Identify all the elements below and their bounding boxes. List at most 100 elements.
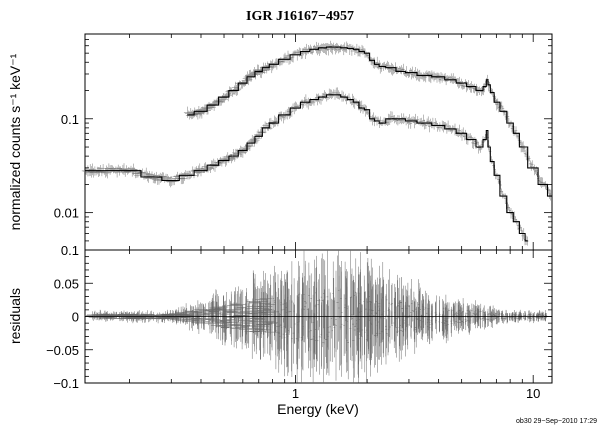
residual-point <box>257 286 271 335</box>
spectrum-data-point <box>407 116 410 129</box>
residual-point <box>373 284 375 347</box>
residual-point <box>367 258 369 347</box>
residual-y-tick-label: −0.1 <box>53 376 79 391</box>
spectrum-data-point <box>426 116 430 127</box>
residual-point <box>459 303 462 321</box>
spectrum-data-point <box>520 227 523 234</box>
footer-timestamp: ob30 29−Sep−2010 17:29 <box>516 418 597 425</box>
residual-point <box>468 309 470 333</box>
residual-point <box>495 313 497 325</box>
spectrum-data-point <box>264 61 272 71</box>
residual-point <box>510 313 513 319</box>
chart-title: IGR J16167−4957 <box>246 9 354 24</box>
residual-point <box>502 314 505 324</box>
residual-point <box>371 286 373 335</box>
residual-point <box>410 288 412 337</box>
residual-point <box>387 279 390 342</box>
spectrum-data-point <box>208 105 216 110</box>
residual-point <box>325 315 328 364</box>
residual-point <box>411 300 414 322</box>
spectrum-data-point <box>170 178 178 186</box>
residual-point <box>376 309 378 357</box>
spectrum-data-point <box>224 90 232 102</box>
residual-point <box>456 303 458 329</box>
residual-point <box>333 300 336 349</box>
residual-point <box>352 290 355 383</box>
residual-point <box>316 320 319 362</box>
residual-point <box>448 302 450 319</box>
residual-point <box>382 279 385 358</box>
spectrum-data-point <box>394 117 397 123</box>
spectrum-data-point <box>245 143 253 149</box>
residual-point <box>231 318 242 339</box>
residual-point <box>501 310 503 317</box>
residual-point <box>137 316 151 321</box>
residual-point <box>215 313 231 340</box>
residual-point <box>322 299 325 383</box>
residual-point <box>475 306 478 322</box>
spectrum-data-point <box>331 44 334 55</box>
residual-point <box>527 310 530 319</box>
residual-point <box>454 301 457 327</box>
residual-point <box>427 299 430 339</box>
residual-point <box>396 274 399 337</box>
residual-point <box>543 313 545 321</box>
spectrum-data-point <box>364 104 367 117</box>
residual-point <box>240 288 254 335</box>
x-axis-label: Energy (keV) <box>277 401 359 417</box>
spectrum-data-point <box>183 106 192 118</box>
residual-point <box>347 305 349 380</box>
spectrum-data-point <box>240 80 249 87</box>
residual-point <box>293 278 295 345</box>
residual-point <box>285 273 288 351</box>
residual-point <box>517 314 519 323</box>
residual-point <box>197 306 211 330</box>
residual-point <box>357 266 360 320</box>
residual-point <box>404 285 406 345</box>
residual-point <box>377 284 380 360</box>
residual-point <box>415 310 417 348</box>
residual-point <box>419 311 421 330</box>
x-tick-label: 10 <box>526 386 540 401</box>
spectrum-data-point <box>246 69 255 82</box>
residual-point <box>223 299 236 324</box>
residual-point <box>220 301 229 327</box>
residual-point <box>297 298 300 342</box>
residual-point <box>249 283 260 347</box>
spectrum-y-tick-label: 0.1 <box>61 112 79 127</box>
residual-point <box>408 305 411 326</box>
residuals-y-axis-label: residuals <box>7 288 23 344</box>
residual-point <box>332 261 334 326</box>
residual-point <box>308 288 310 348</box>
spectrum-data-point <box>326 94 330 100</box>
residual-point <box>116 312 129 318</box>
residual-point <box>274 272 277 333</box>
residual-point <box>491 309 494 322</box>
residual-point <box>471 308 473 324</box>
residual-point <box>338 265 341 371</box>
spectrum-data-point <box>423 119 426 130</box>
spectrum-data-point <box>216 98 224 106</box>
residual-point <box>363 279 366 355</box>
residual-point <box>151 314 162 323</box>
spectrum-data-point <box>197 107 205 117</box>
spectrum-data-point <box>336 87 339 99</box>
residual-point <box>265 274 276 335</box>
residual-point <box>343 294 345 356</box>
residual-point <box>320 258 323 336</box>
residual-point <box>254 302 267 360</box>
spectrum-data-point <box>374 115 378 121</box>
residual-point <box>446 304 448 338</box>
residual-point <box>254 288 265 351</box>
spectrum-data-point <box>219 93 227 103</box>
residual-point <box>395 306 398 358</box>
residual-point <box>545 313 548 319</box>
spectrum-data-point <box>233 83 242 96</box>
residual-point <box>204 301 221 326</box>
residual-point <box>441 314 443 332</box>
spectrum-data-point <box>501 105 505 112</box>
residual-point <box>474 300 477 322</box>
residual-point <box>164 312 181 323</box>
residual-point <box>488 306 491 322</box>
spectrum-data-point <box>302 102 305 108</box>
